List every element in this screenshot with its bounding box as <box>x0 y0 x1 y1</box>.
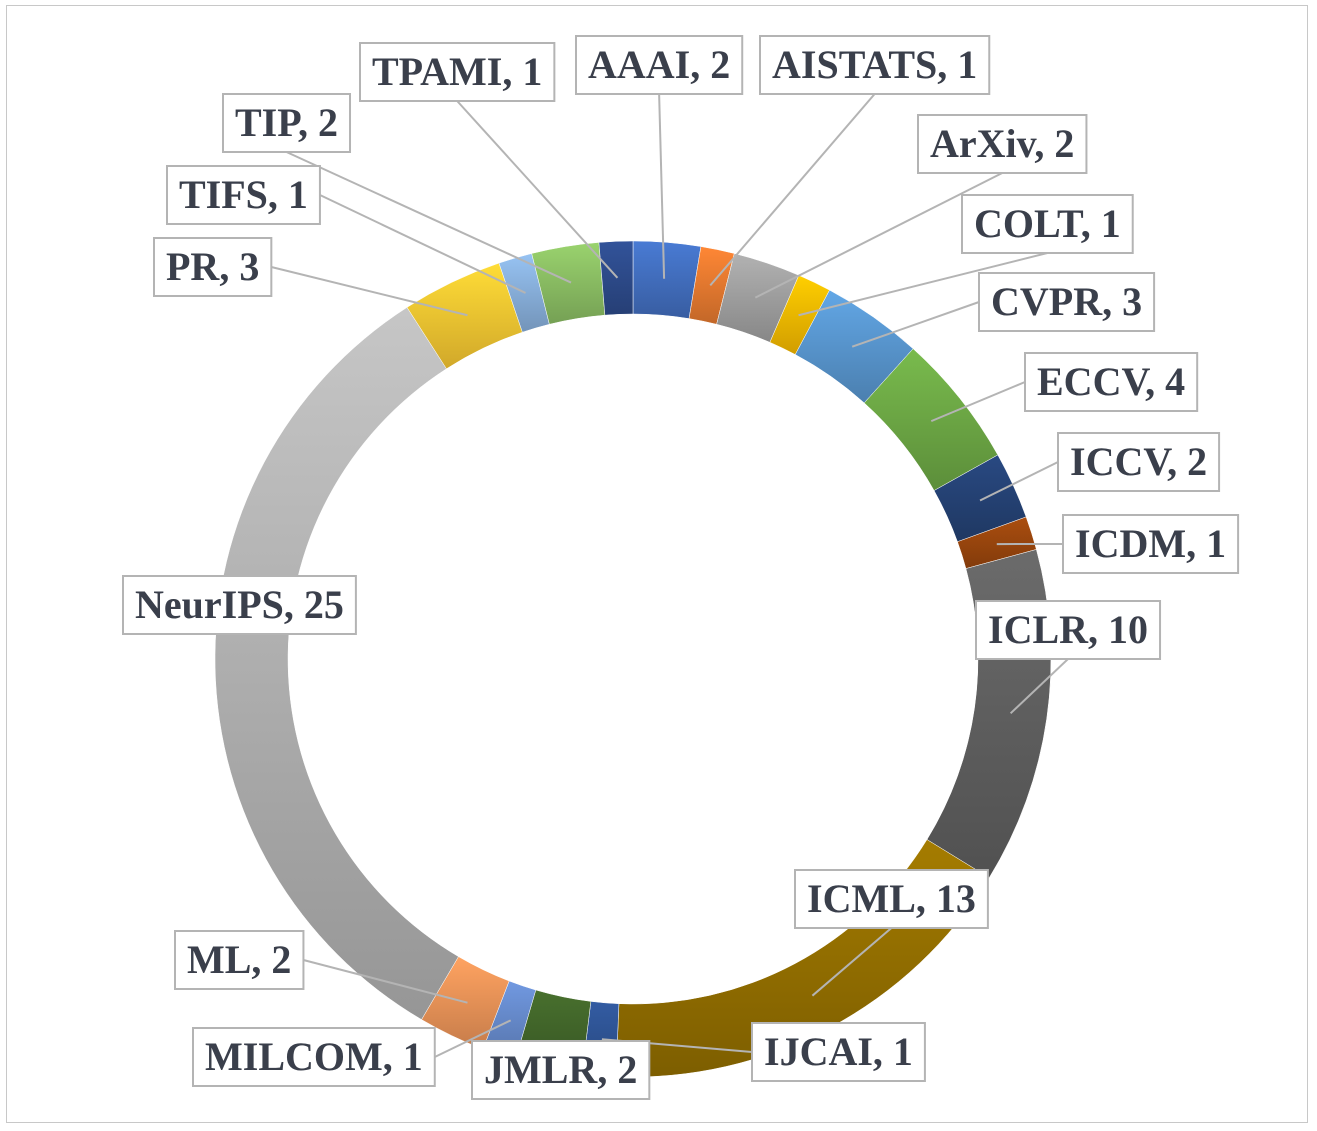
slice-neurips <box>214 307 459 1020</box>
data-label-box <box>1062 514 1240 574</box>
data-label-pr: PR, 3 <box>153 237 273 297</box>
leader-line-milcom <box>434 1019 512 1058</box>
data-label-box <box>978 272 1156 332</box>
data-label-cvpr: CVPR, 3 <box>978 272 1156 332</box>
leader-line-cvpr <box>851 301 980 348</box>
data-label-text: ICML, 13 <box>807 876 976 921</box>
data-label-colt: COLT, 1 <box>961 194 1134 254</box>
leader-line-aaai <box>658 93 666 279</box>
data-label-box <box>192 1027 436 1087</box>
slice-tpami <box>598 240 634 316</box>
leader-line-arxiv <box>754 172 1003 299</box>
data-label-milcom: MILCOM, 1 <box>192 1027 436 1087</box>
data-label-tpami: TPAMI, 1 <box>359 42 556 102</box>
data-label-box <box>153 237 273 297</box>
data-label-box <box>975 600 1162 660</box>
data-label-text: ICDM, 1 <box>1075 521 1226 566</box>
data-label-text: TIP, 2 <box>235 100 338 145</box>
data-label-box <box>166 165 321 225</box>
data-label-ml: ML, 2 <box>174 930 305 990</box>
data-label-text: IJCAI, 1 <box>764 1029 913 1074</box>
data-label-text: TPAMI, 1 <box>372 49 542 94</box>
leader-lines <box>271 93 1069 1058</box>
data-label-text: JMLR, 2 <box>484 1047 637 1092</box>
leader-line-ml <box>303 959 468 1004</box>
data-label-text: NeurIPS, 25 <box>135 582 344 627</box>
data-label-text: AISTATS, 1 <box>772 42 977 87</box>
data-label-text: ICLR, 10 <box>988 607 1148 652</box>
data-label-box <box>917 114 1088 174</box>
data-label-box <box>759 35 991 95</box>
data-label-box <box>471 1040 651 1100</box>
leader-line-iclr <box>1009 658 1069 715</box>
data-label-text: AAAI, 2 <box>588 42 730 87</box>
data-label-box <box>122 575 357 635</box>
data-label-text: PR, 3 <box>166 244 259 289</box>
data-label-box <box>961 194 1134 254</box>
data-label-neurips: NeurIPS, 25 <box>122 575 357 635</box>
data-label-text: COLT, 1 <box>974 201 1121 246</box>
slice-iclr <box>926 549 1052 879</box>
data-label-eccv: ECCV, 4 <box>1024 352 1199 412</box>
data-label-text: ICCV, 2 <box>1070 439 1207 484</box>
data-label-text: ML, 2 <box>187 937 291 982</box>
data-label-box <box>359 42 556 102</box>
leader-line-tip <box>286 151 572 284</box>
data-label-arxiv: ArXiv, 2 <box>917 114 1088 174</box>
chart-frame <box>6 5 1308 1123</box>
data-label-ijcai: IJCAI, 1 <box>751 1022 926 1082</box>
leader-line-colt <box>798 252 1048 317</box>
data-labels: AAAI, 2 AISTATS, 1 ArXiv, 2 COLT, 1 CVPR, 3 E… <box>122 35 1240 1100</box>
data-label-text: TIFS, 1 <box>179 172 308 217</box>
data-label-tip: TIP, 2 <box>222 93 352 153</box>
data-label-text: ECCV, 4 <box>1037 359 1185 404</box>
data-label-box <box>751 1022 926 1082</box>
leader-line-tifs <box>319 194 526 294</box>
data-label-box <box>575 35 744 95</box>
data-label-icml: ICML, 13 <box>794 869 989 929</box>
leader-line-eccv <box>930 381 1026 423</box>
leader-line-tpami <box>456 100 619 279</box>
data-label-box <box>1024 352 1199 412</box>
data-label-aistats: AISTATS, 1 <box>759 35 991 95</box>
data-label-iclr: ICLR, 10 <box>975 600 1162 660</box>
data-label-box <box>794 869 989 929</box>
data-label-iccv: ICCV, 2 <box>1057 432 1221 492</box>
leader-line-iccv <box>979 461 1059 502</box>
leader-line-icml <box>811 927 893 997</box>
data-label-box <box>174 930 305 990</box>
donut-slices <box>214 240 1052 1078</box>
data-label-text: CVPR, 3 <box>991 279 1142 324</box>
data-label-box <box>222 93 352 153</box>
data-label-jmlr: JMLR, 2 <box>471 1040 651 1100</box>
data-label-icdm: ICDM, 1 <box>1062 514 1240 574</box>
data-label-text: MILCOM, 1 <box>205 1034 423 1079</box>
data-label-text: ArXiv, 2 <box>930 121 1074 166</box>
leader-line-aistats <box>709 93 876 287</box>
data-label-box <box>1057 432 1221 492</box>
leader-line-pr <box>271 266 468 317</box>
data-label-tifs: TIFS, 1 <box>166 165 321 225</box>
data-label-aaai: AAAI, 2 <box>575 35 744 95</box>
